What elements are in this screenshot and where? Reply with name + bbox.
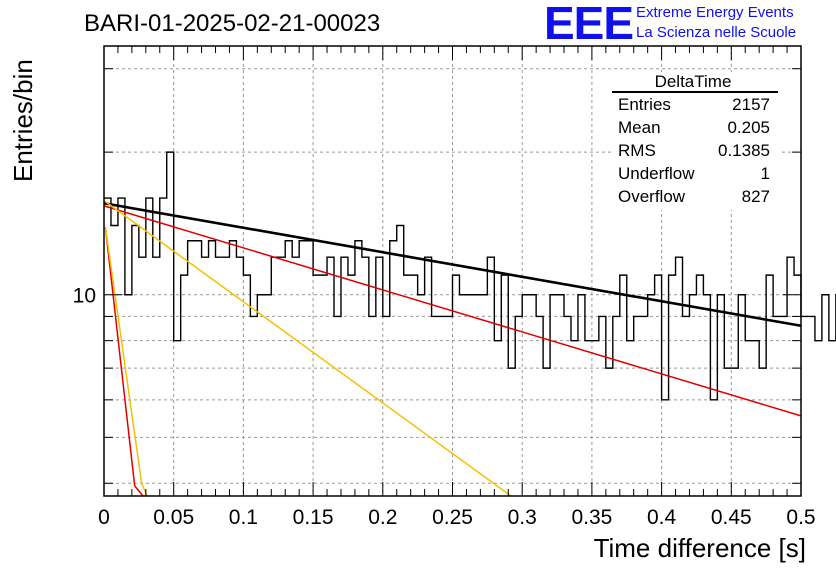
logo-line-2: La Scienza nelle Scuole [636, 24, 797, 41]
tick-layer: 0 0.05 0.1 0.15 0.2 0.25 0.3 0.35 0.4 0.45 0.5 10 [73, 46, 816, 529]
x-axis-label: Time difference [s] [593, 533, 806, 563]
x-tick-label: 0.2 [368, 506, 397, 529]
stats-value: 0.1385 [718, 141, 770, 160]
x-tick-label: 0.3 [508, 506, 537, 529]
histogram-series [104, 151, 836, 401]
stats-title: DeltaTime [655, 72, 732, 91]
stats-label: Entries [618, 95, 671, 114]
stats-value: 2157 [732, 95, 770, 114]
x-tick-label: 0.25 [432, 506, 473, 529]
stats-value: 1 [761, 164, 770, 183]
x-tick-label: 0.4 [647, 506, 677, 529]
stats-box-background [611, 72, 781, 210]
y-tick-label: 10 [73, 285, 96, 308]
x-tick-label: 0.45 [711, 506, 752, 529]
stats-box: DeltaTime Entries 2157 Mean 0.205 RMS 0.1385 Un… [611, 72, 781, 210]
yellow-fit-line [104, 226, 143, 484]
x-tick-label: 0 [98, 506, 110, 529]
x-tick-label: 0.15 [293, 506, 334, 529]
stats-label: Overflow [618, 187, 686, 206]
red-fit-line [134, 485, 144, 497]
yellow-fit-line [103, 200, 512, 497]
fit-curves-layer [103, 200, 802, 497]
eee-logo: EEE [544, 0, 634, 49]
red-fit-line [104, 226, 136, 486]
x-tick-label: 0.05 [153, 506, 194, 529]
stats-label: RMS [618, 141, 656, 160]
yellow-fit-line [140, 482, 148, 497]
red-fit-line [103, 205, 802, 417]
x-tick-label: 0.35 [571, 506, 612, 529]
black-fit-line [103, 201, 802, 328]
stats-label: Underflow [618, 164, 695, 183]
stats-value: 0.205 [727, 118, 770, 137]
run-title: BARI-01-2025-02-21-00023 [84, 10, 381, 37]
stats-label: Mean [618, 118, 661, 137]
x-tick-label: 0.1 [229, 506, 258, 529]
stats-value: 827 [742, 187, 770, 206]
logo-line-1: Extreme Energy Events [636, 4, 794, 21]
y-axis-label: Entries/bin [8, 59, 38, 182]
histogram-layer [104, 151, 836, 401]
x-tick-label: 0.5 [786, 506, 815, 529]
